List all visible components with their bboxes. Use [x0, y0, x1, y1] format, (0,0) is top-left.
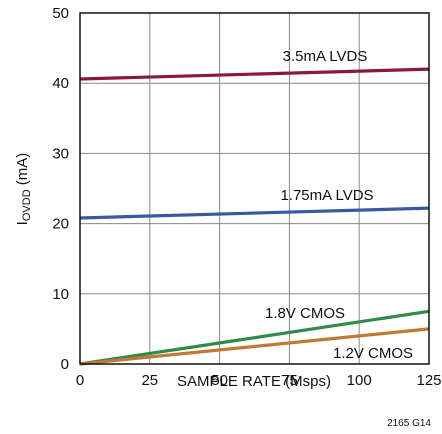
grid	[79, 12, 430, 365]
series-label: 3.5mA LVDS	[283, 48, 368, 65]
series-line	[79, 67, 430, 81]
y-tick-label: 20	[52, 216, 69, 233]
x-tick-labels: 0 25 50 75 100 125	[76, 372, 442, 389]
y-tick-labels: 0 10 20 30 40 50	[52, 5, 69, 373]
x-axis-title: SAMPLE RATE (Msps)	[177, 373, 331, 390]
y-tick-label: 10	[52, 286, 69, 303]
series-line	[79, 327, 430, 366]
x-tick-label: 0	[76, 372, 84, 389]
series-label: 1.75mA LVDS	[280, 187, 373, 204]
series-line	[79, 206, 430, 220]
figure-id: 2165 G14	[387, 418, 431, 429]
x-tick-label: 50	[211, 372, 228, 389]
y-axis-title: IOVDD (mA)	[14, 153, 33, 226]
y-tick-label: 30	[52, 145, 69, 162]
y-axis-title-unit: (mA)	[14, 153, 31, 190]
series-labels: 3.5mA LVDS 1.75mA LVDS 1.8V CMOS 1.2V CMOS	[265, 48, 413, 362]
series-label: 1.8V CMOS	[265, 305, 345, 322]
y-axis-title-sub: OVDD	[21, 189, 33, 221]
y-tick-label: 50	[52, 5, 69, 22]
x-tick-label: 75	[281, 372, 298, 389]
y-axis-title-main: I	[14, 221, 31, 225]
y-tick-label: 40	[52, 75, 69, 92]
series-layer	[79, 67, 430, 366]
series-label: 1.2V CMOS	[333, 345, 413, 362]
series-line	[79, 309, 430, 366]
x-tick-label: 25	[141, 372, 158, 389]
x-tick-label: 100	[347, 372, 372, 389]
y-tick-label: 0	[61, 356, 69, 373]
x-tick-label: 125	[416, 372, 441, 389]
plot-frame	[79, 12, 430, 365]
